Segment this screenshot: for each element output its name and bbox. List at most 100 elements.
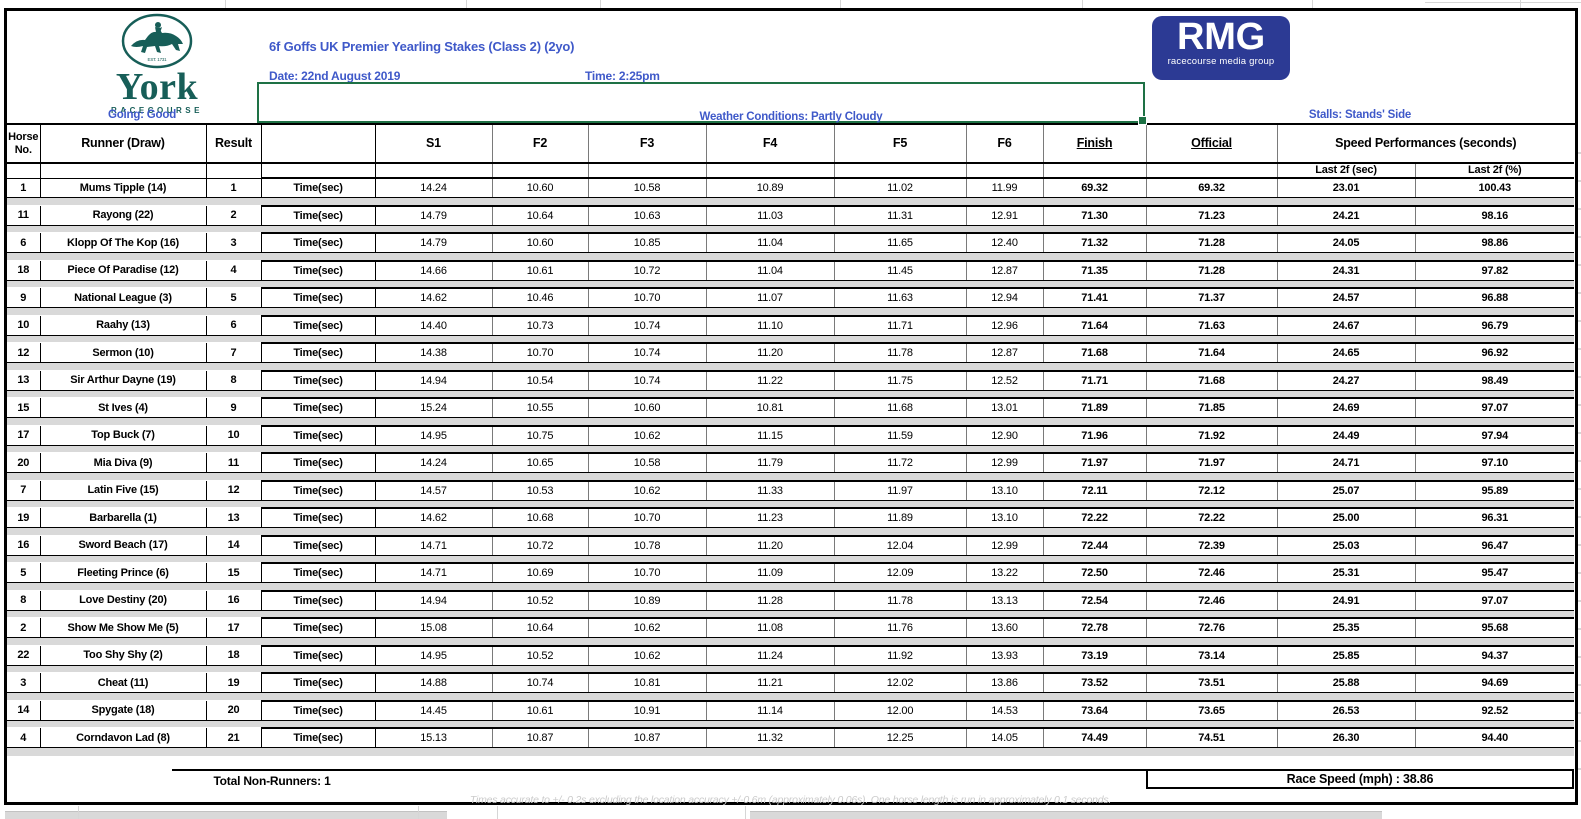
separator-band	[7, 252, 1574, 261]
f3-cell: 10.63	[587, 204, 706, 226]
f3-cell: 10.70	[587, 287, 706, 308]
f5-cell: 11.76	[833, 617, 966, 638]
last2f-sec-cell: 26.30	[1276, 727, 1415, 748]
f6-cell: 13.10	[965, 479, 1043, 501]
col-header-horse-no: Horse No.	[7, 125, 40, 164]
s1-cell: 14.45	[374, 699, 492, 721]
official-cell: 71.97	[1145, 452, 1277, 473]
col-header-last2f-sec: Last 2f (sec)	[1276, 163, 1415, 179]
f2-cell: 10.60	[491, 232, 588, 253]
result-cell: 9	[205, 398, 261, 418]
f6-cell: 12.52	[965, 369, 1043, 391]
finish-cell: 71.96	[1042, 424, 1146, 446]
separator-band	[7, 390, 1574, 398]
table-row: 20 Mia Diva (9) 11 Time(sec) 14.24 10.65…	[7, 452, 1574, 473]
table-row: 22 Too Shy Shy (2) 18 Time(sec) 14.95 10…	[7, 644, 1574, 666]
result-cell: 15	[205, 563, 261, 583]
blank-cell	[39, 163, 206, 179]
time-label-cell: Time(sec)	[260, 617, 375, 638]
gridline	[840, 0, 841, 8]
result-cell: 5	[205, 288, 261, 308]
runner-cell: Klopp Of The Kop (16)	[39, 233, 206, 253]
blank-cell	[1145, 163, 1277, 179]
runner-cell: Show Me Show Me (5)	[39, 618, 206, 638]
official-cell: 72.46	[1145, 589, 1277, 611]
time-label-cell: Time(sec)	[260, 507, 375, 528]
gridline	[1425, 2, 1581, 3]
last2f-sec-cell: 24.49	[1276, 424, 1415, 446]
f6-cell: 12.87	[965, 259, 1043, 281]
runner-cell: Too Shy Shy (2)	[39, 645, 206, 666]
f4-cell: 11.33	[705, 479, 834, 501]
last2f-sec-cell: 25.85	[1276, 644, 1415, 666]
time-label-cell: Time(sec)	[260, 644, 375, 666]
runner-cell: Fleeting Prince (6)	[39, 563, 206, 583]
official-cell: 72.76	[1145, 617, 1277, 638]
col-header-official: Official	[1145, 125, 1277, 164]
cell-selection-box[interactable]	[257, 82, 1147, 125]
f6-cell: 12.99	[965, 452, 1043, 473]
runner-cell: Raahy (13)	[39, 315, 206, 336]
f2-cell: 10.64	[491, 617, 588, 638]
s1-cell: 14.24	[374, 177, 492, 198]
horse-no-cell: 2	[7, 618, 40, 638]
f4-cell: 11.08	[705, 617, 834, 638]
s1-cell: 14.79	[374, 204, 492, 226]
f5-cell: 11.63	[833, 287, 966, 308]
horse-no-cell: 5	[7, 563, 40, 583]
result-cell: 12	[205, 480, 261, 501]
separator-row	[7, 747, 1574, 756]
table-row: 7 Latin Five (15) 12 Time(sec) 14.57 10.…	[7, 479, 1574, 501]
col-header-last2f-pct: Last 2f (%)	[1414, 163, 1574, 179]
separator-row	[7, 197, 1574, 206]
runner-cell: Love Destiny (20)	[39, 590, 206, 611]
separator-band	[7, 335, 1574, 343]
selection-fill-handle[interactable]	[1138, 116, 1147, 125]
separator-band	[7, 472, 1574, 481]
york-racecourse-logo: EST. 1731 York RACECOURSE	[57, 13, 257, 115]
f3-cell: 10.62	[587, 617, 706, 638]
s1-cell: 14.71	[374, 534, 492, 556]
runner-cell: Mums Tipple (14)	[39, 178, 206, 198]
result-cell: 16	[205, 590, 261, 611]
f3-cell: 10.70	[587, 507, 706, 528]
report-footer: Total Non-Runners: 1 Race Speed (mph) : …	[7, 765, 1574, 806]
f4-cell: 11.09	[705, 562, 834, 583]
s1-cell: 14.62	[374, 507, 492, 528]
report-frame: EST. 1731 York RACECOURSE Going: Good 6f…	[4, 8, 1578, 806]
f3-cell: 10.85	[587, 232, 706, 253]
official-cell: 73.65	[1145, 699, 1277, 721]
finish-cell: 72.44	[1042, 534, 1146, 556]
runner-cell: St Ives (4)	[39, 398, 206, 418]
result-cell: 1	[205, 178, 261, 198]
finish-cell: 71.68	[1042, 342, 1146, 363]
rmg-subtitle: racecourse media group	[1167, 56, 1275, 67]
runner-cell: Cheat (11)	[39, 673, 206, 693]
race-time: Time: 2:25pm	[585, 69, 660, 83]
f6-cell: 12.40	[965, 232, 1043, 253]
runner-cell: Mia Diva (9)	[39, 453, 206, 473]
separator-band	[7, 417, 1574, 426]
result-cell: 8	[205, 370, 261, 391]
last2f-sec-cell: 24.05	[1276, 232, 1415, 253]
finish-cell: 71.97	[1042, 452, 1146, 473]
horse-no-cell: 10	[7, 315, 40, 336]
f3-cell: 10.72	[587, 259, 706, 281]
f4-cell: 11.23	[705, 507, 834, 528]
horse-no-cell: 22	[7, 645, 40, 666]
f4-cell: 11.32	[705, 727, 834, 748]
last2f-sec-cell: 24.67	[1276, 314, 1415, 336]
official-cell: 71.85	[1145, 397, 1277, 418]
f4-cell: 11.07	[705, 287, 834, 308]
f3-cell: 10.62	[587, 424, 706, 446]
table-row: 18 Piece Of Paradise (12) 4 Time(sec) 14…	[7, 259, 1574, 281]
col-header-runner: Runner (Draw)	[39, 125, 206, 164]
separator-band	[7, 307, 1574, 316]
last2f-pct-cell: 95.89	[1414, 479, 1574, 501]
col-header-f5: F5	[833, 125, 966, 164]
table-row: 15 St Ives (4) 9 Time(sec) 15.24 10.55 1…	[7, 397, 1574, 418]
blank-cell	[1042, 163, 1146, 179]
result-cell: 2	[205, 205, 261, 226]
col-header-speed-performances: Speed Performances (seconds)	[1276, 125, 1574, 164]
horse-no-cell: 15	[7, 398, 40, 418]
